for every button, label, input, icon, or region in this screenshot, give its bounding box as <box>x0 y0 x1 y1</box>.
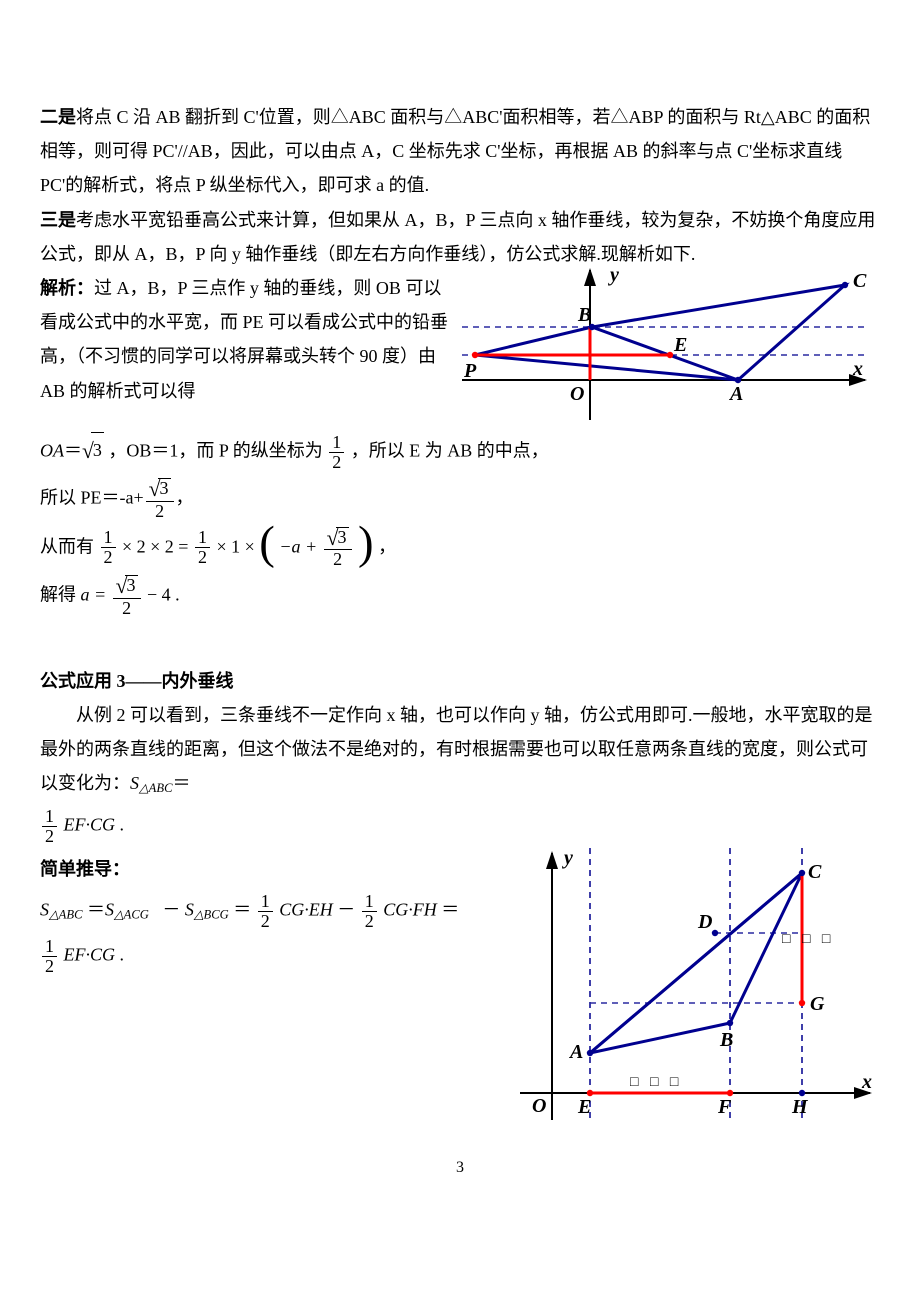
eq2-post: ， <box>176 487 194 507</box>
axis-label-x: x <box>852 358 863 380</box>
formula-half-ef-cg: 12 EF·CG . <box>40 807 880 846</box>
tick-boxes-1: □ □ □ <box>782 932 834 947</box>
point-label-A: A <box>728 383 743 405</box>
fig2-axis-x: x <box>861 1071 872 1093</box>
point-label-O: O <box>570 383 584 405</box>
fig2-axis-y: y <box>562 848 573 869</box>
paragraph-section-3: 从例 2 可以看到，三条垂线不一定作向 x 轴，也可以作向 y 轴，仿公式用即可… <box>40 698 880 801</box>
axis-label-y: y <box>608 265 619 286</box>
figure-2: □ □ □ □ □ □ y x O A B C D G E F H <box>520 848 880 1123</box>
equation-line-3: 从而有 12 × 2 × 2 = 12 × 1 × ( −a + √32 ) ， <box>40 527 880 570</box>
body-2: 将点 C 沿 AB 翻折到 C'位置，则△ABC 面积与△ABC'面积相等，若△… <box>40 107 870 195</box>
eq2-pre: 所以 PE＝-a+ <box>40 487 144 507</box>
eq4-pre: 解得 <box>40 584 81 604</box>
fig2-C: C <box>808 861 822 883</box>
fig2-E: E <box>577 1096 591 1118</box>
lead-2: 二是 <box>40 107 76 127</box>
point-label-P: P <box>463 360 477 382</box>
fig2-A: A <box>568 1041 583 1063</box>
equation-line-1: OAOA＝＝√3 ，OB＝1，而 P 的纵坐标为 12 ，所以 E 为 AB 的… <box>40 431 880 472</box>
figure-1: y x O A B C E P <box>460 265 880 425</box>
eq1-mid: ，OB＝1，而 P 的纵坐标为 <box>108 440 322 460</box>
tick-boxes-2: □ □ □ <box>630 1075 682 1090</box>
equation-line-2: 所以 PE＝-a+√32， <box>40 478 880 521</box>
equation-line-4: 解得 a = √32 − 4 . <box>40 575 880 618</box>
p3-body: 从例 2 可以看到，三条垂线不一定作向 x 轴，也可以作向 y 轴，仿公式用即可… <box>40 705 873 793</box>
eq4-post: . <box>175 584 180 604</box>
fig2-F: F <box>717 1096 732 1118</box>
eq3-pre: 从而有 <box>40 536 94 556</box>
lead-3: 三是 <box>40 210 76 230</box>
eq1-post: ，所以 E 为 AB 的中点， <box>351 440 549 460</box>
fig2-O: O <box>532 1095 546 1117</box>
analysis-body: 过 A，B，P 三点作 y 轴的垂线，则 OB 可以看成公式中的水平宽，而 PE… <box>40 278 448 401</box>
analysis-lead: 解析： <box>40 278 94 298</box>
body-3: 考虑水平宽铅垂高公式来计算，但如果从 A，B，P 三点向 x 轴作垂线，较为复杂… <box>40 210 875 264</box>
page-number: 3 <box>40 1153 880 1183</box>
fig2-G: G <box>810 993 825 1015</box>
fig2-B: B <box>719 1029 733 1051</box>
point-label-C: C <box>853 270 867 292</box>
section-title: 公式应用 3——内外垂线 <box>40 664 880 698</box>
fig2-D: D <box>697 911 712 933</box>
paragraph-method-2: 二是将点 C 沿 AB 翻折到 C'位置，则△ABC 面积与△ABC'面积相等，… <box>40 100 880 203</box>
point-label-E: E <box>673 334 687 356</box>
eq3-post: ， <box>378 536 396 556</box>
fig2-H: H <box>791 1096 809 1118</box>
point-label-B: B <box>577 304 591 326</box>
paragraph-method-3: 三是考虑水平宽铅垂高公式来计算，但如果从 A，B，P 三点向 x 轴作垂线，较为… <box>40 203 880 271</box>
